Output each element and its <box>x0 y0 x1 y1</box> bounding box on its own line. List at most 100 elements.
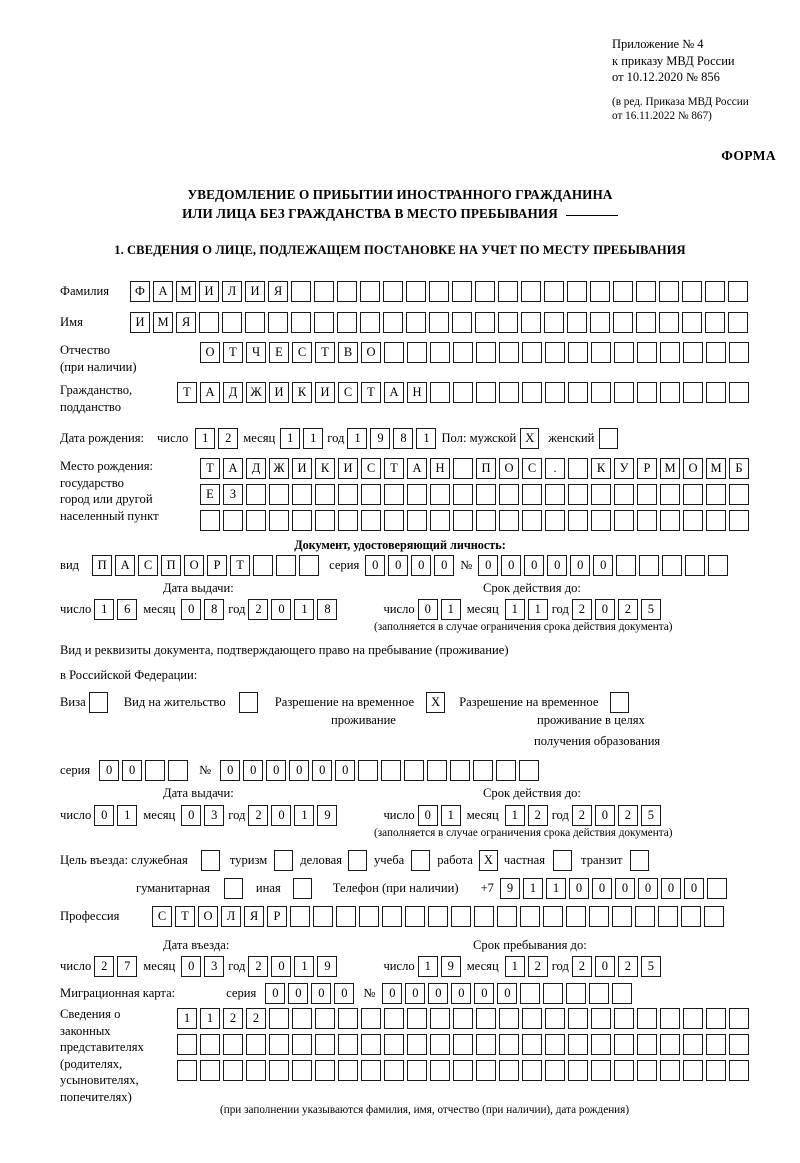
char-box[interactable]: 5 <box>640 805 661 826</box>
char-box[interactable] <box>614 510 634 531</box>
char-box[interactable] <box>430 1060 450 1081</box>
char-box[interactable] <box>361 1034 381 1055</box>
char-box[interactable]: В <box>338 342 358 363</box>
char-box[interactable]: Н <box>407 382 427 403</box>
purpose-study-checkbox[interactable] <box>411 850 431 871</box>
char-box[interactable] <box>706 1034 726 1055</box>
char-box[interactable] <box>543 983 564 1004</box>
char-box[interactable] <box>729 1008 749 1029</box>
char-box[interactable]: 0 <box>474 983 495 1004</box>
char-box[interactable] <box>520 906 540 927</box>
char-box[interactable] <box>268 312 288 333</box>
char-box[interactable]: Ж <box>269 458 289 479</box>
char-box[interactable]: 1 <box>195 428 216 449</box>
char-box[interactable]: 1 <box>94 599 115 620</box>
char-box[interactable] <box>614 382 634 403</box>
char-box[interactable] <box>360 281 380 302</box>
char-box[interactable]: Т <box>361 382 381 403</box>
char-box[interactable] <box>521 281 541 302</box>
char-box[interactable]: 0 <box>122 760 143 781</box>
char-box[interactable] <box>545 382 565 403</box>
char-box[interactable] <box>336 906 356 927</box>
char-box[interactable] <box>660 342 680 363</box>
char-box[interactable]: 9 <box>317 805 338 826</box>
char-box[interactable] <box>660 510 680 531</box>
char-box[interactable] <box>200 1034 220 1055</box>
char-box[interactable] <box>590 281 610 302</box>
char-box[interactable] <box>729 510 749 531</box>
char-box[interactable]: 0 <box>547 555 568 576</box>
char-box[interactable]: 0 <box>181 599 202 620</box>
purpose-tourism-checkbox[interactable] <box>274 850 294 871</box>
char-box[interactable] <box>291 312 311 333</box>
char-box[interactable] <box>475 312 495 333</box>
char-box[interactable]: 0 <box>335 760 356 781</box>
char-box[interactable] <box>245 312 265 333</box>
char-box[interactable] <box>568 458 588 479</box>
char-box[interactable]: М <box>706 458 726 479</box>
char-box[interactable]: К <box>292 382 312 403</box>
char-box[interactable] <box>499 1060 519 1081</box>
char-box[interactable] <box>453 484 473 505</box>
birthplace-boxes-3[interactable] <box>200 510 749 531</box>
char-box[interactable]: А <box>223 458 243 479</box>
char-box[interactable] <box>315 1060 335 1081</box>
char-box[interactable] <box>614 1060 634 1081</box>
char-box[interactable] <box>269 484 289 505</box>
char-box[interactable]: 2 <box>527 805 548 826</box>
char-box[interactable] <box>453 342 473 363</box>
char-box[interactable] <box>705 281 725 302</box>
char-box[interactable] <box>313 906 333 927</box>
char-box[interactable]: А <box>115 555 136 576</box>
char-box[interactable] <box>246 1060 266 1081</box>
representatives-boxes-3[interactable] <box>177 1060 749 1081</box>
char-box[interactable]: 1 <box>522 878 543 899</box>
char-box[interactable] <box>269 1034 289 1055</box>
char-box[interactable]: П <box>476 458 496 479</box>
char-box[interactable] <box>361 510 381 531</box>
char-box[interactable]: 0 <box>501 555 522 576</box>
char-box[interactable]: 2 <box>571 805 592 826</box>
char-box[interactable] <box>299 555 320 576</box>
char-box[interactable] <box>453 510 473 531</box>
char-box[interactable] <box>522 1060 542 1081</box>
char-box[interactable]: 2 <box>248 599 269 620</box>
char-box[interactable] <box>612 906 632 927</box>
char-box[interactable]: 0 <box>591 878 612 899</box>
char-box[interactable] <box>729 342 749 363</box>
char-box[interactable] <box>683 1008 703 1029</box>
char-box[interactable] <box>314 281 334 302</box>
char-box[interactable]: 2 <box>617 956 638 977</box>
char-box[interactable]: 0 <box>271 805 292 826</box>
char-box[interactable] <box>685 555 706 576</box>
char-box[interactable] <box>659 312 679 333</box>
char-box[interactable] <box>453 1008 473 1029</box>
char-box[interactable]: 0 <box>451 983 472 1004</box>
char-box[interactable] <box>589 983 610 1004</box>
char-box[interactable] <box>637 1060 657 1081</box>
char-box[interactable] <box>200 510 220 531</box>
char-box[interactable] <box>662 555 683 576</box>
char-box[interactable]: И <box>338 458 358 479</box>
char-box[interactable]: Е <box>269 342 289 363</box>
char-box[interactable] <box>706 382 726 403</box>
char-box[interactable]: 2 <box>248 805 269 826</box>
char-box[interactable] <box>681 906 701 927</box>
char-box[interactable] <box>315 484 335 505</box>
char-box[interactable]: М <box>153 312 173 333</box>
residence-permit-checkbox[interactable] <box>238 692 258 713</box>
